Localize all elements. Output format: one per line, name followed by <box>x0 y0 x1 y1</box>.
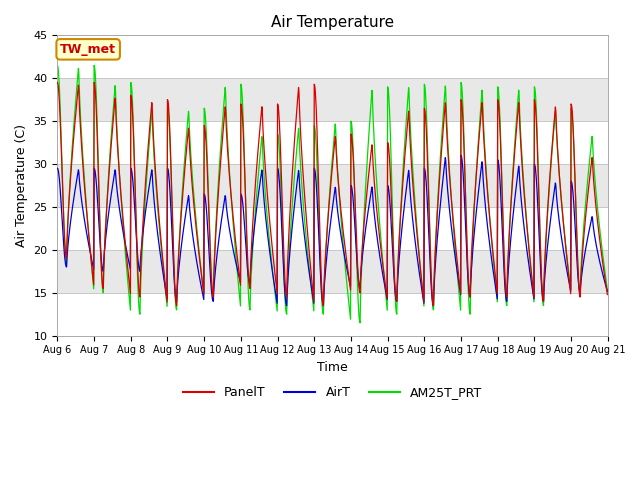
X-axis label: Time: Time <box>317 361 348 374</box>
Bar <box>58 207 608 250</box>
Y-axis label: Air Temperature (C): Air Temperature (C) <box>15 124 28 247</box>
Bar <box>58 164 608 207</box>
Legend: PanelT, AirT, AM25T_PRT: PanelT, AirT, AM25T_PRT <box>177 382 488 405</box>
Title: Air Temperature: Air Temperature <box>271 15 394 30</box>
Text: TW_met: TW_met <box>60 43 116 56</box>
Bar <box>58 36 608 78</box>
Bar <box>58 250 608 293</box>
Bar <box>58 293 608 336</box>
Bar <box>58 78 608 121</box>
Bar <box>58 121 608 164</box>
